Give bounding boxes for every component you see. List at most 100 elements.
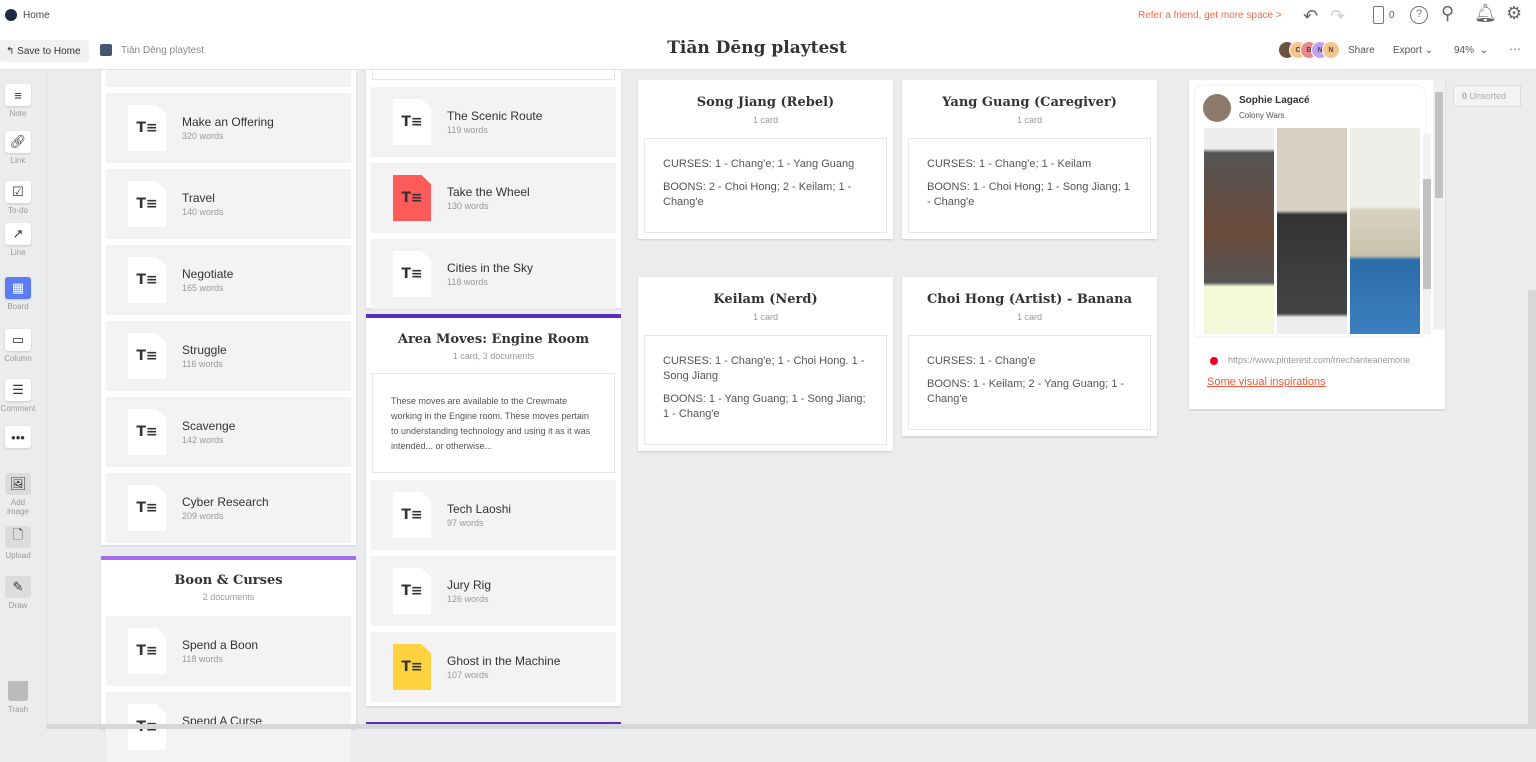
- board-count: 1 card: [1016, 115, 1042, 125]
- tool-more[interactable]: •••: [0, 426, 36, 451]
- canvas-hscrollbar[interactable]: [47, 724, 1528, 729]
- boons-text: BOONS: 2 - Choi Hong; 2 - Keilam; 1 - Ch…: [663, 181, 852, 208]
- column-moves[interactable]: T≡ Make an Offering 320 words T≡ Travel 140 w…: [101, 70, 356, 545]
- pinterest-url[interactable]: https://www.pinterest.com/mechanteanemon…: [1228, 355, 1411, 365]
- trash-button[interactable]: Trash: [0, 681, 36, 714]
- board-card[interactable]: Song Jiang (Rebel) 1 card CURSES: 1 - Chan…: [638, 80, 893, 239]
- document-icon: T≡: [128, 181, 166, 227]
- board-card[interactable]: Choi Hong (Artist) - Banana 1 card CURSES:…: [902, 277, 1157, 436]
- export-button[interactable]: Export ⌄: [1393, 45, 1433, 56]
- curses-text: CURSES: 1 - Chang'e; 1 - Keilam: [927, 158, 1092, 170]
- avatar: [1203, 94, 1231, 122]
- page-title[interactable]: Tiān Dēng playtest: [667, 38, 847, 58]
- help-icon[interactable]: ?: [1410, 6, 1428, 24]
- tool-note[interactable]: ≡ Note: [0, 84, 36, 118]
- save-label: Save to Home: [17, 46, 81, 57]
- document-word-count: 320 words: [182, 131, 224, 141]
- document-card[interactable]: T≡ Ghost in the Machine 107 words: [371, 632, 616, 702]
- more-icon[interactable]: ⋯: [1509, 42, 1521, 56]
- column-icon: ▭: [5, 329, 31, 351]
- column-boon-curses[interactable]: Boon & Curses 2 documents T≡ Spend a Boon 1…: [101, 556, 356, 762]
- note-card[interactable]: CURSES: 1 - Chang'e; 1 - Yang Guang BOONS…: [644, 138, 887, 233]
- note-card[interactable]: These moves are available to the Crewmat…: [372, 373, 615, 473]
- chevron-down-icon: ⌄: [1424, 45, 1434, 56]
- column-title[interactable]: Boon & Curses: [174, 573, 283, 588]
- pin-image[interactable]: [1204, 128, 1274, 334]
- tool-todo[interactable]: ☑ To-do: [0, 181, 36, 215]
- document-icon: T≡: [393, 568, 431, 614]
- document-card[interactable]: T≡ Cyber Research 209 words: [106, 473, 351, 543]
- pinterest-card[interactable]: Sophie Lagacé Colony Wars https://www.pi…: [1189, 80, 1445, 409]
- tool-board[interactable]: ▦ Board: [0, 277, 36, 311]
- document-card[interactable]: T≡ Struggle 116 words: [106, 321, 351, 391]
- document-card[interactable]: T≡ Negotiate 165 words: [106, 245, 351, 315]
- redo-icon[interactable]: ↷: [1330, 6, 1346, 26]
- canvas-scrollbar[interactable]: [1528, 290, 1536, 729]
- boons-text: BOONS: 1 - Yang Guang; 1 - Song Jiang; 1…: [663, 393, 866, 420]
- zoom-select[interactable]: 94% ⌄: [1454, 45, 1488, 56]
- document-card[interactable]: T≡ Scavenge 142 words: [106, 397, 351, 467]
- document-word-count: 116 words: [182, 359, 223, 369]
- document-card[interactable]: T≡ Jury Rig 126 words: [371, 556, 616, 626]
- document-card[interactable]: T≡ Spend a Boon 118 words: [106, 616, 351, 686]
- tool-add-image[interactable]: 🖼︎ Add image: [0, 473, 36, 516]
- tool-line[interactable]: ↗ Line: [0, 223, 36, 257]
- scrollbar[interactable]: [1423, 134, 1431, 334]
- column-area-moves[interactable]: T≡ The Scenic Route 119 words T≡ Take the Wh…: [366, 70, 621, 309]
- breadcrumb[interactable]: Tiān Dēng playtest: [121, 45, 205, 56]
- boons-text: BOONS: 1 - Choi Hong; 1 - Song Jiang; 1 …: [927, 181, 1130, 208]
- comment-icon: ☰: [5, 379, 31, 401]
- pin-image[interactable]: [1277, 128, 1347, 334]
- undo-icon[interactable]: ↶: [1303, 6, 1319, 26]
- document-title: Ghost in the Machine: [447, 654, 561, 668]
- tool-draw[interactable]: ✎ Draw: [0, 576, 36, 610]
- share-button[interactable]: Share: [1348, 45, 1375, 56]
- search-icon[interactable]: ⚲: [1441, 3, 1455, 23]
- document-card[interactable]: T≡ Take the Wheel 130 words: [371, 163, 616, 233]
- unsorted-label: Unsorted: [1469, 91, 1507, 101]
- document-title: Cities in the Sky: [447, 261, 534, 275]
- column-title[interactable]: Area Moves: Engine Room: [397, 332, 590, 347]
- document-title: Make an Offering: [182, 115, 274, 129]
- scrollbar[interactable]: [1433, 80, 1445, 330]
- document-icon: T≡: [128, 485, 166, 531]
- document-icon: T≡: [128, 628, 166, 674]
- document-icon: T≡: [393, 175, 431, 221]
- document-card[interactable]: T≡ Tech Laoshi 97 words: [371, 480, 616, 550]
- tool-upload[interactable]: 🗋 Upload: [0, 526, 36, 560]
- pinterest-link[interactable]: Some visual inspirations: [1207, 376, 1326, 388]
- unsorted-button[interactable]: 0 Unsorted: [1453, 85, 1521, 107]
- pinterest-board[interactable]: Colony Wars: [1239, 111, 1285, 120]
- document-word-count: 140 words: [182, 207, 224, 217]
- pin-image[interactable]: [1350, 128, 1420, 334]
- board-card[interactable]: Yang Guang (Caregiver) 1 card CURSES: 1 - …: [902, 80, 1157, 239]
- document-title: Travel: [182, 191, 215, 205]
- home-link[interactable]: Home: [23, 10, 50, 21]
- bell-icon[interactable]: 🔔︎: [1474, 3, 1497, 23]
- note-card[interactable]: CURSES: 1 - Chang'e; 1 - Choi Hong. 1 - …: [644, 335, 887, 445]
- board-card[interactable]: Keilam (Nerd) 1 card CURSES: 1 - Chang'e; …: [638, 277, 893, 451]
- document-word-count: 118 words: [447, 277, 488, 287]
- document-card[interactable]: T≡ Travel 140 words: [106, 169, 351, 239]
- tool-column[interactable]: ▭ Column: [0, 329, 36, 363]
- document-card[interactable]: T≡ The Scenic Route 119 words: [371, 87, 616, 157]
- tool-link[interactable]: 🔗︎ Link: [0, 131, 36, 165]
- document-icon: T≡: [393, 99, 431, 145]
- column-engine-room[interactable]: Area Moves: Engine Room 1 card, 3 documen…: [366, 314, 621, 706]
- note-card[interactable]: CURSES: 1 - Chang'e BOONS: 1 - Keilam; 2 …: [908, 335, 1151, 430]
- milanote-logo-icon[interactable]: [5, 9, 17, 21]
- device-icon[interactable]: [1373, 6, 1384, 24]
- upload-icon: 🗋: [5, 526, 31, 548]
- pinterest-user[interactable]: Sophie Lagacé: [1239, 95, 1310, 106]
- tool-comment[interactable]: ☰ Comment: [0, 379, 36, 413]
- note-card[interactable]: CURSES: 1 - Chang'e; 1 - Keilam BOONS: 1 …: [908, 138, 1151, 233]
- pinterest-embed[interactable]: Sophie Lagacé Colony Wars: [1195, 86, 1431, 336]
- gear-icon[interactable]: ⚙: [1506, 3, 1523, 23]
- document-word-count: 126 words: [447, 594, 489, 604]
- refer-link[interactable]: Refer a friend, get more space >: [1138, 10, 1282, 21]
- tool-label: Comment: [0, 404, 36, 413]
- save-to-home-button[interactable]: ↰ Save to Home: [0, 40, 89, 62]
- document-card[interactable]: T≡ Cities in the Sky 118 words: [371, 239, 616, 309]
- document-card[interactable]: T≡ Make an Offering 320 words: [106, 93, 351, 163]
